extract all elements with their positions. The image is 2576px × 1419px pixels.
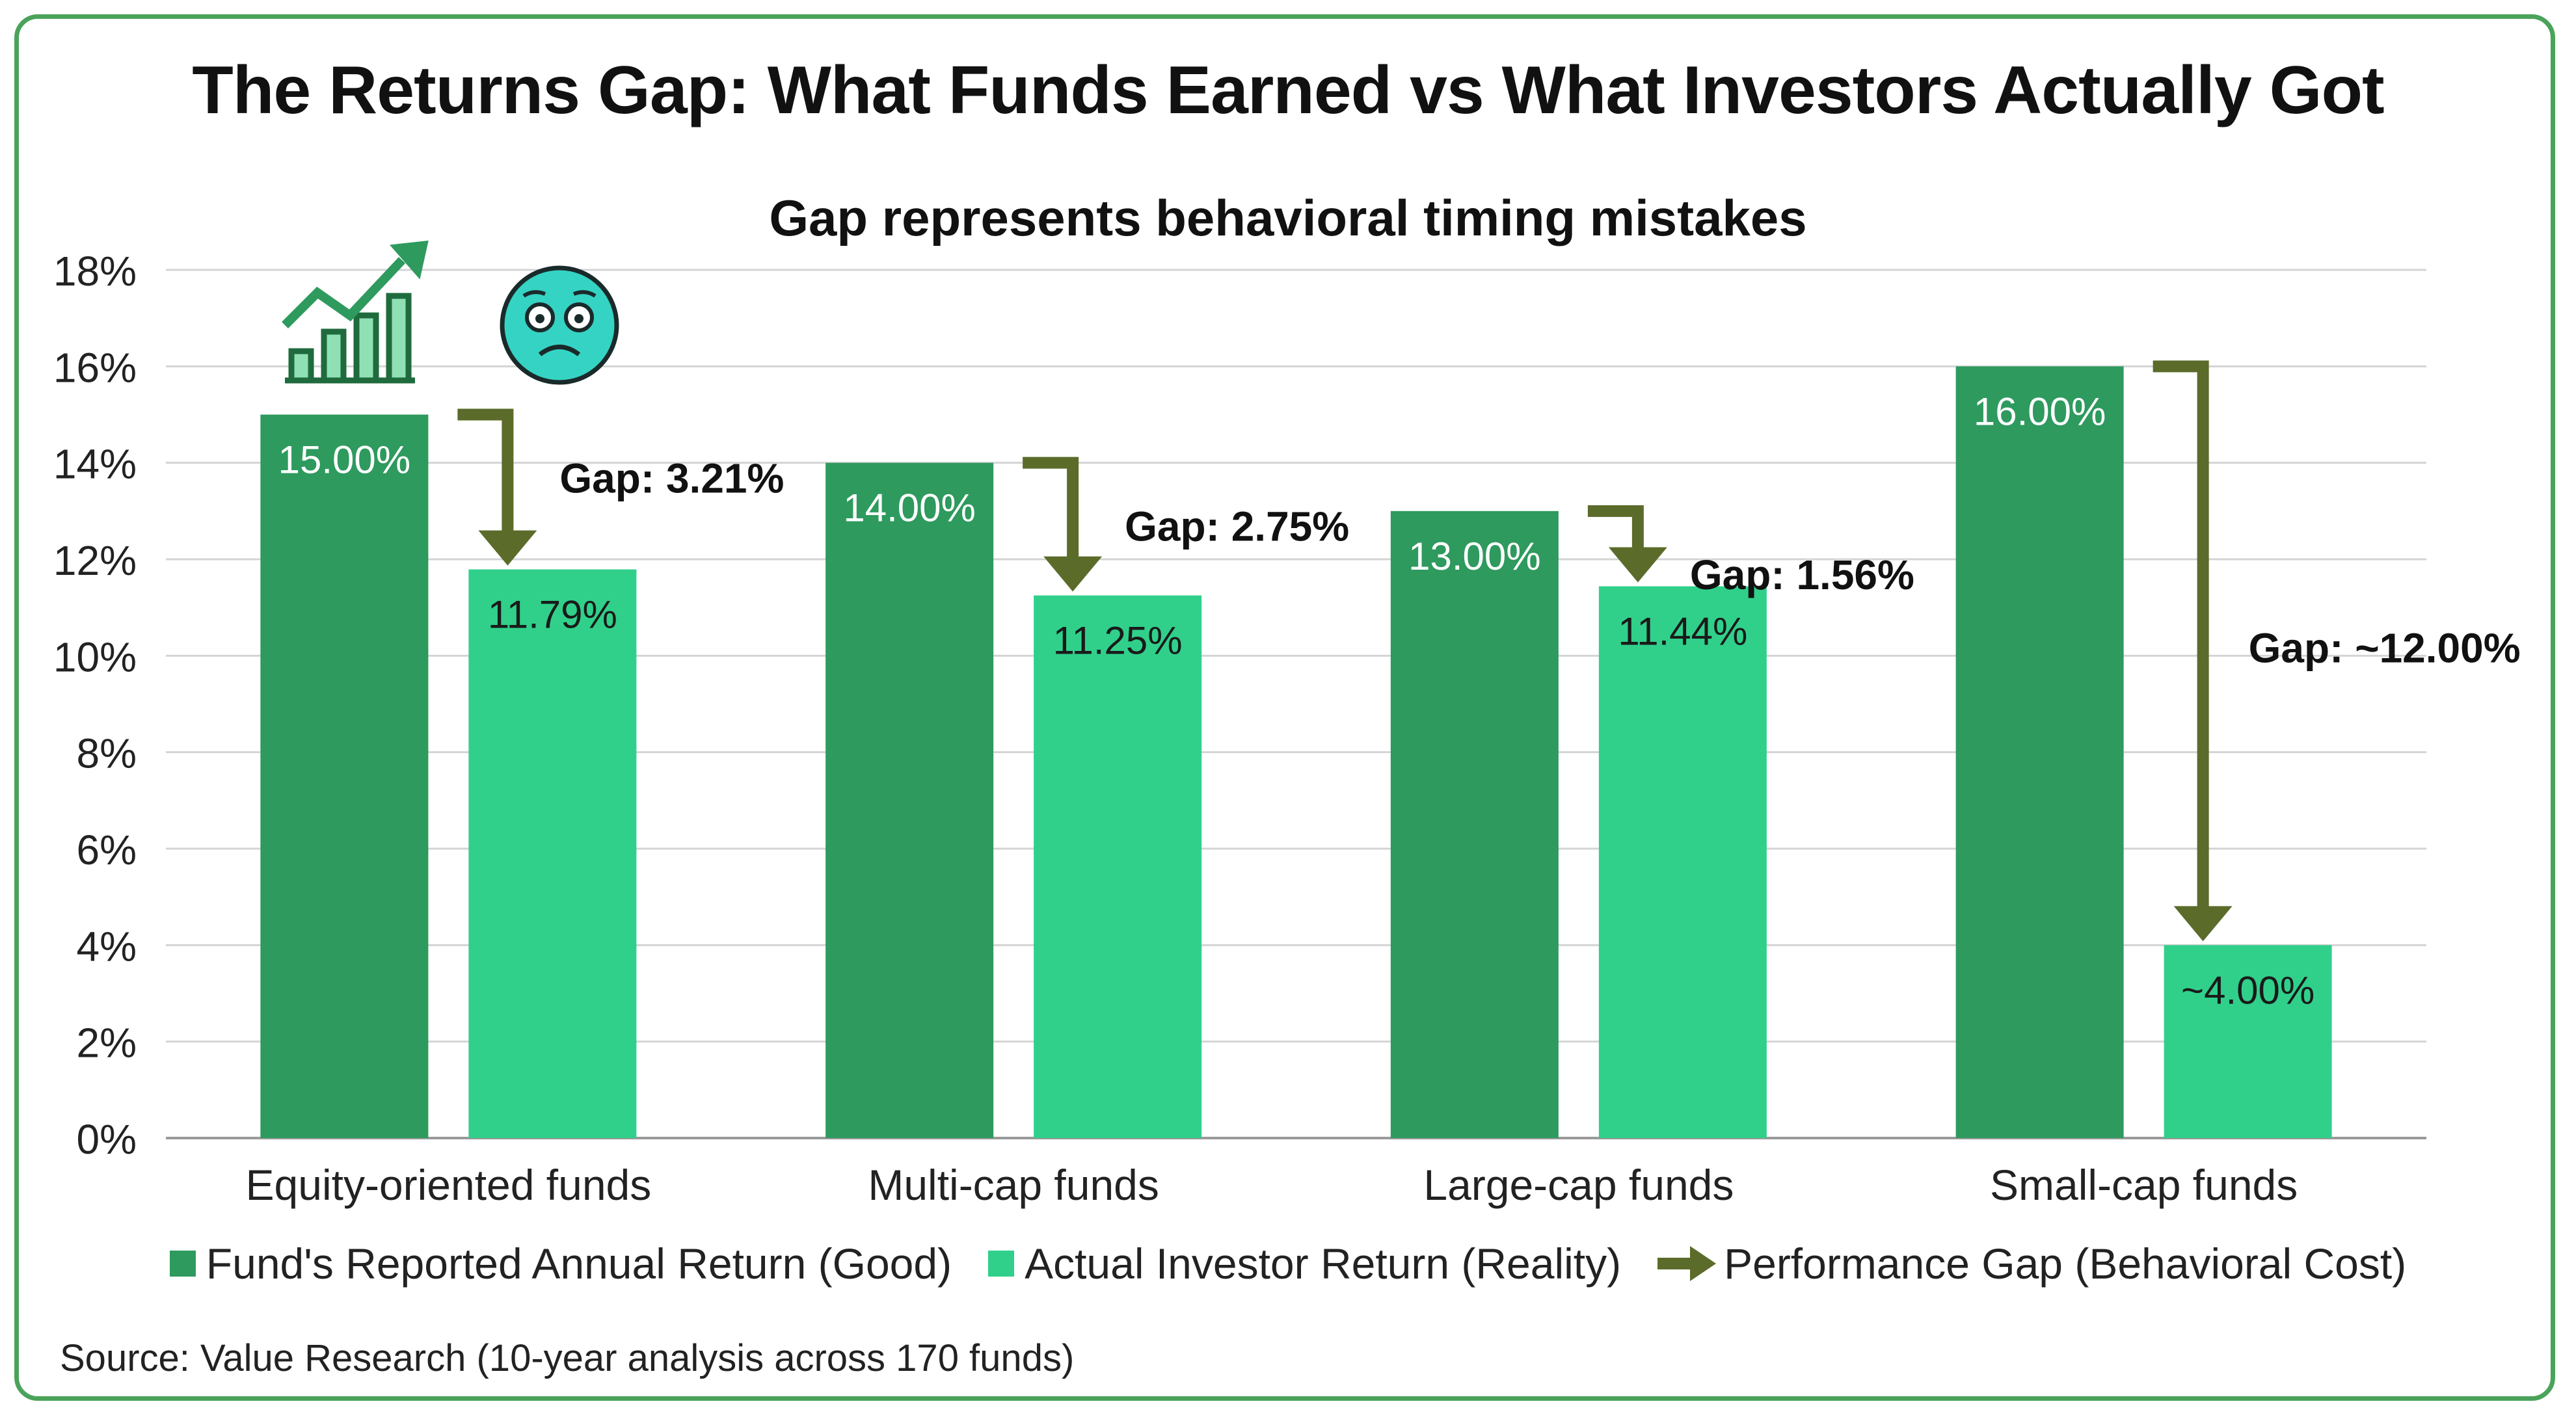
worried-face-icon [500, 265, 619, 385]
source-note: Source: Value Research (10-year analysis… [60, 1337, 1075, 1379]
chart-subtitle: Gap represents behavioral timing mistake… [769, 189, 1807, 246]
legend-item-gap: Performance Gap (Behavioral Cost) [1657, 1239, 2406, 1288]
chart-frame [14, 14, 2555, 1401]
x-category-label: Equity-oriented funds [246, 1161, 652, 1209]
gap-label: Gap: 3.21% [559, 455, 784, 502]
y-tick-label: 4% [77, 923, 137, 970]
legend-label-fund: Fund's Reported Annual Return (Good) [206, 1240, 952, 1288]
legend-arrow-icon [1657, 1246, 1717, 1281]
y-axis: 0% 2% 4% 6% 8% 10% 12% 14% 16% 18% [53, 248, 137, 1163]
gap-label: Gap: 1.56% [1690, 551, 1914, 598]
y-tick-label: 0% [77, 1116, 137, 1163]
y-tick-label: 2% [77, 1020, 137, 1067]
gap-label: Gap: ~12.00% [2249, 624, 2521, 671]
x-category-label: Multi-cap funds [868, 1161, 1159, 1209]
gap-arrow [2153, 360, 2233, 942]
data-label-fund: 16.00% [1974, 390, 2106, 433]
legend-label-investor: Actual Investor Return (Reality) [1025, 1240, 1622, 1288]
x-category-label: Large-cap funds [1423, 1161, 1734, 1209]
data-label-fund: 15.00% [278, 438, 411, 482]
legend-item-fund: Fund's Reported Annual Return (Good) [169, 1239, 952, 1288]
gap-arrow [457, 408, 537, 566]
legend-item-investor: Actual Investor Return (Reality) [988, 1239, 1621, 1288]
data-label-investor: 11.79% [488, 593, 617, 637]
bar-fund-return [1955, 366, 2124, 1139]
legend-label-gap: Performance Gap (Behavioral Cost) [1724, 1240, 2407, 1288]
legend-swatch-fund [169, 1251, 196, 1277]
gap-arrow [1023, 457, 1103, 592]
y-tick-label: 10% [53, 633, 137, 680]
bar-investor-return [2164, 945, 2332, 1138]
x-axis: Equity-oriented funds Multi-cap funds Larg… [246, 1161, 2298, 1209]
gap-arrows: Gap: 3.21% Gap: 2.75% Gap: 1.56% Gap: ~12.0… [457, 360, 2521, 942]
bar-fund-return [260, 414, 429, 1138]
data-label-fund: 13.00% [1408, 535, 1541, 578]
data-label-investor: 11.25% [1053, 619, 1183, 663]
chart-title: The Returns Gap: What Funds Earned vs Wh… [192, 53, 2384, 128]
y-tick-label: 12% [53, 537, 137, 584]
x-category-label: Small-cap funds [1990, 1161, 2298, 1209]
bar-fund-return [825, 462, 994, 1138]
bars: 15.00% 11.79% 14.00% 11.25% 13.00% 11.44% 16.0… [260, 366, 2332, 1139]
y-tick-label: 8% [77, 730, 137, 777]
bar-investor-return [1034, 595, 1202, 1138]
data-label-investor: ~4.00% [2181, 968, 2314, 1012]
y-tick-label: 14% [53, 441, 137, 488]
bar-investor-return [468, 569, 637, 1138]
y-tick-label: 6% [77, 827, 137, 873]
y-tick-label: 18% [53, 248, 137, 295]
legend-swatch-investor [988, 1251, 1015, 1277]
bar-fund-return [1390, 511, 1559, 1138]
gap-label: Gap: 2.75% [1125, 503, 1349, 550]
growth-chart-icon [282, 240, 429, 384]
legend: Fund's Reported Annual Return (Good) Act… [0, 1239, 2576, 1288]
gap-arrow [1587, 505, 1667, 583]
bar-investor-return [1598, 586, 1767, 1138]
data-label-investor: 11.44% [1618, 610, 1747, 654]
y-tick-label: 16% [53, 344, 137, 391]
data-label-fund: 14.00% [843, 486, 976, 530]
